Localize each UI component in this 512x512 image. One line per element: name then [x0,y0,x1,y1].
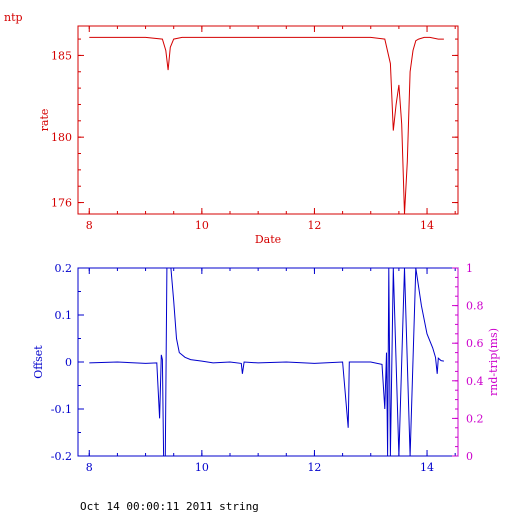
bottom-tick-labels: 8 10 12 14 -0.2 -0.1 0 0.1 0.2 0 0.2 0.4 0.6 0.8 1 [51,262,484,474]
bottom-right-axis-label: rnd-trip(ms) [487,328,500,396]
top-ticks [78,26,458,214]
y-tick-label-3: 0.1 [55,309,73,322]
y-tick-label-0: 176 [51,197,72,210]
y-tick-label-4: 0.2 [55,262,73,275]
y2-tick-label-5: 1 [466,262,473,275]
y-tick-label-1: 180 [51,131,72,144]
x-tick-label-2: 12 [307,461,321,474]
x-tick-label-1: 10 [195,219,209,232]
y2-tick-label-2: 0.4 [466,375,484,388]
x-tick-label-1: 10 [195,461,209,474]
x-tick-label-2: 12 [307,219,321,232]
bottom-plot-frame [77,267,459,457]
x-tick-label-0: 8 [86,219,93,232]
y2-tick-label-4: 0.8 [466,300,484,313]
bottom-series-line [89,267,444,457]
bottom-y-axis-label: Offset [32,345,45,379]
x-tick-label-3: 14 [420,461,434,474]
corner-label: ntp [4,11,23,24]
bottom-ticks [78,267,459,457]
top-y-axis-label: rate [38,109,51,132]
footer-timestamp: Oct 14 00:00:11 2011 string [80,500,259,512]
y-tick-label-2: 0 [65,356,72,369]
y-tick-label-0: -0.2 [51,450,72,463]
top-tick-labels: 8 10 12 14 176 180 185 [51,49,434,232]
y2-tick-label-0: 0 [466,450,473,463]
y2-tick-label-3: 0.6 [466,337,484,350]
top-series-line [89,36,444,215]
y-tick-label-2: 185 [51,49,72,62]
top-plot-frame [77,25,459,215]
x-tick-label-0: 8 [86,461,93,474]
top-x-axis-label: Date [255,233,281,246]
y-tick-label-1: -0.1 [51,403,72,416]
y2-tick-label-1: 0.2 [466,412,484,425]
x-tick-label-3: 14 [420,219,434,232]
